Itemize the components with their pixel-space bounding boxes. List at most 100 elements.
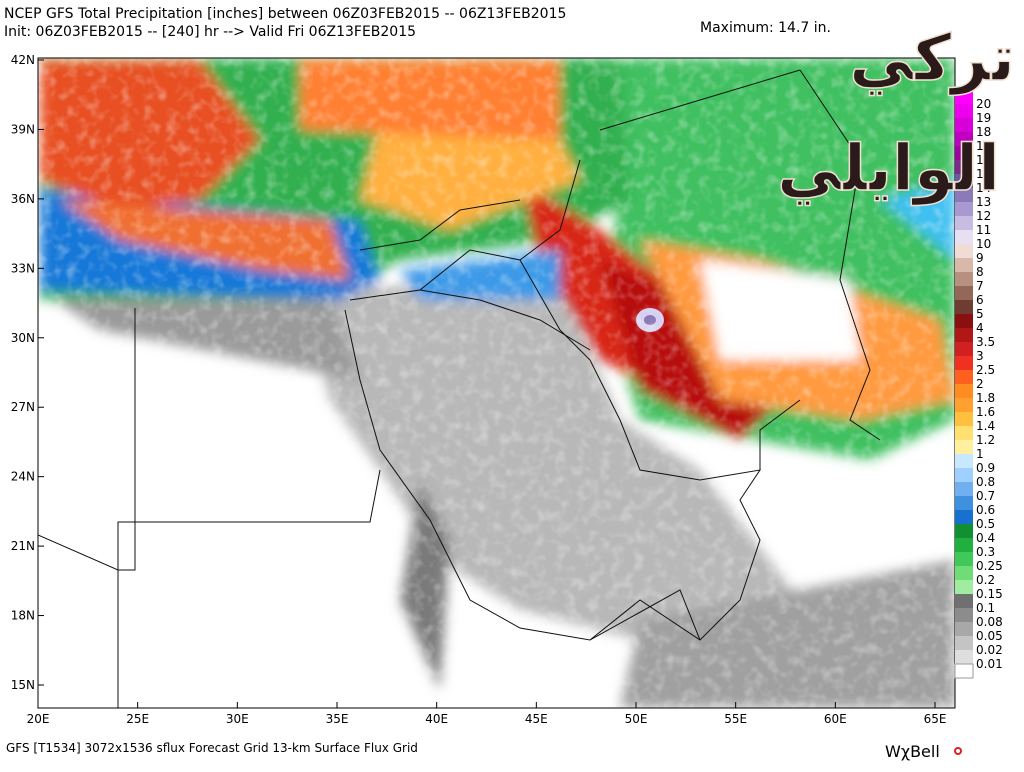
legend-swatch	[955, 300, 973, 314]
lon-label: 20E	[27, 712, 50, 726]
legend-swatch	[955, 426, 973, 440]
legend-label: 13	[976, 195, 991, 209]
legend-swatch	[955, 356, 973, 370]
legend-label: 15	[976, 167, 991, 181]
legend-label: 0.6	[976, 503, 995, 517]
legend-label: 0.25	[976, 559, 1003, 573]
legend-label: 0.2	[976, 573, 995, 587]
legend-label: 0.01	[976, 657, 1003, 671]
lat-label: 42N	[11, 53, 35, 67]
legend-swatch	[955, 510, 973, 524]
legend-swatch	[955, 608, 973, 622]
legend-swatch	[955, 90, 973, 104]
legend-label: 3.5	[976, 335, 995, 349]
legend-swatch	[955, 496, 973, 510]
legend-swatch	[955, 412, 973, 426]
legend-swatch	[955, 384, 973, 398]
legend-label: 4	[976, 321, 984, 335]
footer-source: GFS [T1534] 3072x1536 sflux Forecast Gri…	[6, 741, 418, 755]
watermark: تركي الوايلي	[776, 21, 1015, 207]
legend-swatch	[955, 398, 973, 412]
maximum: Maximum: 14.7 in.	[700, 20, 831, 36]
legend-label: 17	[976, 139, 991, 153]
legend-swatch	[955, 244, 973, 258]
legend-label: 0.1	[976, 601, 995, 615]
legend-label: 11	[976, 223, 991, 237]
legend-label: 18	[976, 125, 991, 139]
legend-swatch	[955, 314, 973, 328]
legend-swatch	[955, 216, 973, 230]
legend-swatch	[955, 146, 973, 160]
lat-label: 33N	[11, 261, 35, 275]
legend-swatch	[955, 370, 973, 384]
lon-label: 45E	[525, 712, 548, 726]
legend-swatch	[955, 104, 973, 118]
lon-label: 35E	[326, 712, 349, 726]
legend-label: 1.8	[976, 391, 995, 405]
legend-swatch	[955, 636, 973, 650]
lon-label: 50E	[625, 712, 648, 726]
legend-swatch	[955, 328, 973, 342]
legend-label: 0.05	[976, 629, 1003, 643]
title: NCEP GFS Total Precipitation [inches] be…	[4, 6, 566, 22]
legend-swatch	[955, 188, 973, 202]
legend-label: 5	[976, 307, 984, 321]
legend-label: 0.15	[976, 587, 1003, 601]
legend-label: 1.4	[976, 419, 995, 433]
legend-swatch	[955, 230, 973, 244]
legend-swatch	[955, 272, 973, 286]
legend-label: 1.2	[976, 433, 995, 447]
logo: WχBell	[885, 742, 940, 761]
legend-swatch	[955, 258, 973, 272]
legend-swatch	[955, 566, 973, 580]
legend-swatch	[955, 440, 973, 454]
legend-swatch	[955, 342, 973, 356]
legend-label: 0.7	[976, 489, 995, 503]
legend-swatch	[955, 482, 973, 496]
legend-swatch	[955, 524, 973, 538]
legend-label: 8	[976, 265, 984, 279]
lon-label: 60E	[824, 712, 847, 726]
legend-label: 10	[976, 237, 991, 251]
init-line: Init: 06Z03FEB2015 -- [240] hr --> Valid…	[4, 24, 416, 40]
legend-label: 14	[976, 181, 991, 195]
legend-label: 3	[976, 349, 984, 363]
legend-label: 0.9	[976, 461, 995, 475]
legend-swatch	[955, 118, 973, 132]
legend-swatch	[955, 594, 973, 608]
legend-swatch	[955, 132, 973, 146]
legend-label: 0.08	[976, 615, 1003, 629]
legend-label: 19	[976, 111, 991, 125]
legend-label: 16	[976, 153, 991, 167]
lat-label: 36N	[11, 192, 35, 206]
legend-label: 0.8	[976, 475, 995, 489]
legend-swatch	[955, 650, 973, 664]
legend-swatch	[955, 160, 973, 174]
legend-swatch	[954, 663, 974, 679]
legend-label: 12	[976, 209, 991, 223]
legend-swatch	[955, 286, 973, 300]
legend-swatch	[955, 538, 973, 552]
legend-swatch	[955, 202, 973, 216]
legend-label: 1.6	[976, 405, 995, 419]
legend-label: 0.5	[976, 517, 995, 531]
lon-label: 25E	[126, 712, 149, 726]
lon-label: 55E	[724, 712, 747, 726]
legend-label: 0.3	[976, 545, 995, 559]
lon-label: 30E	[226, 712, 249, 726]
legend-label: 2.5	[976, 363, 995, 377]
logo-dot	[954, 747, 962, 755]
lat-label: 30N	[11, 331, 35, 345]
legend-label: 6	[976, 293, 984, 307]
lat-label: 21N	[11, 539, 35, 553]
lon-label: 40E	[425, 712, 448, 726]
legend-label: 0.4	[976, 531, 995, 545]
legend-swatch	[955, 174, 973, 188]
lat-label: 18N	[11, 609, 35, 623]
legend-label: 0.02	[976, 643, 1003, 657]
legend-swatch	[955, 468, 973, 482]
lat-label: 39N	[11, 122, 35, 136]
lat-label: 24N	[11, 470, 35, 484]
